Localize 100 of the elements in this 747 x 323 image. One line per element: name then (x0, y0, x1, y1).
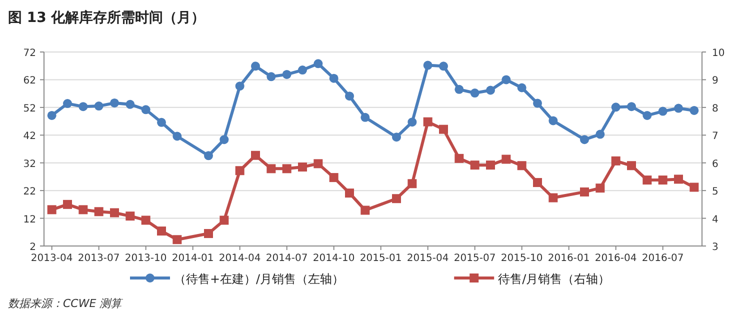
point (204, 151, 213, 160)
y2-tick-label: 4 (712, 214, 718, 226)
point (548, 193, 558, 202)
x-tick-label: 2015-01 (360, 253, 402, 264)
x-tick-label: 2015-04 (406, 253, 449, 264)
x-tick-label: 2014-07 (266, 253, 308, 264)
point (642, 110, 652, 120)
point (94, 207, 104, 216)
point (220, 135, 229, 144)
point (502, 154, 511, 164)
y-tick-label: 62 (23, 76, 36, 87)
point (533, 178, 542, 188)
point (690, 106, 699, 115)
point (690, 182, 699, 192)
x-tick-label: 2016-04 (594, 253, 637, 264)
point (596, 130, 605, 139)
point (533, 98, 542, 108)
y2-tick-label: 6 (712, 158, 718, 170)
point (47, 205, 56, 214)
point (157, 226, 166, 236)
point (470, 88, 480, 98)
point (329, 173, 338, 182)
point (47, 110, 56, 120)
point (282, 164, 292, 174)
point (345, 92, 354, 101)
y-tick-label: 42 (23, 131, 36, 142)
point (204, 229, 213, 238)
x-tick-label: 2013-07 (78, 253, 120, 264)
point (658, 176, 668, 185)
point (408, 118, 417, 127)
x-tick-label: 2016-01 (548, 253, 590, 264)
point (235, 166, 244, 176)
point (172, 235, 182, 244)
y2-tick-label: 3 (712, 242, 718, 253)
point (392, 194, 401, 204)
x-tick-label: 2014-10 (312, 253, 355, 264)
point (282, 70, 292, 79)
point (298, 66, 307, 75)
x-tick-label: 2015-10 (500, 253, 543, 264)
point (126, 212, 135, 221)
point (470, 160, 480, 170)
y2-tick-label: 5 (712, 186, 718, 198)
legend-label: 待售/月销售（右轴） (498, 272, 610, 286)
point (78, 102, 88, 112)
point (548, 116, 558, 126)
point (580, 187, 589, 196)
point (251, 62, 260, 71)
y-tick-label: 32 (23, 158, 36, 170)
point (611, 102, 620, 112)
x-tick-label: 2016-07 (642, 253, 684, 264)
point (517, 161, 526, 170)
point (314, 159, 323, 168)
y-tick-label: 72 (23, 48, 36, 59)
point (423, 60, 432, 70)
x-tick-label: 2014-01 (172, 253, 214, 264)
y2-tick-label: 9 (712, 76, 718, 87)
y-tick-label: 2 (30, 242, 36, 253)
source-note: 数据来源：CCWE 测算 (8, 297, 124, 310)
point (266, 72, 276, 82)
point (345, 188, 354, 198)
point (78, 205, 88, 214)
point (423, 117, 432, 126)
point (94, 102, 104, 111)
point (314, 59, 323, 68)
point (110, 98, 119, 108)
point (392, 132, 401, 142)
point (439, 62, 448, 71)
x-tick-label: 2013-10 (124, 253, 167, 264)
point (486, 86, 495, 95)
point (63, 99, 72, 108)
point (298, 162, 307, 172)
y2-tick-label: 10 (712, 48, 725, 59)
chart-title: 图 13 化解库存所需时间（月） (8, 9, 206, 26)
point (674, 104, 683, 113)
point (141, 216, 150, 225)
point (674, 174, 683, 184)
y-tick-label: 12 (23, 214, 36, 226)
point (63, 200, 72, 209)
point (454, 84, 464, 94)
point (502, 75, 511, 84)
point (596, 184, 605, 193)
x-tick-label: 2013-04 (30, 253, 73, 264)
point (235, 82, 244, 91)
point (611, 156, 620, 166)
point (110, 208, 119, 218)
y2-tick-label: 8 (712, 103, 718, 114)
point (360, 206, 370, 215)
point (172, 132, 182, 141)
point (454, 154, 464, 163)
y2-tick-label: 7 (712, 131, 718, 142)
point (486, 160, 495, 170)
y-tick-label: 52 (23, 103, 36, 114)
x-tick-label: 2014-04 (218, 253, 261, 264)
y-tick-label: 22 (23, 186, 36, 198)
point (658, 106, 668, 116)
point (157, 118, 166, 127)
point (360, 112, 370, 122)
point (408, 179, 417, 188)
point (126, 100, 135, 109)
point (642, 176, 652, 185)
